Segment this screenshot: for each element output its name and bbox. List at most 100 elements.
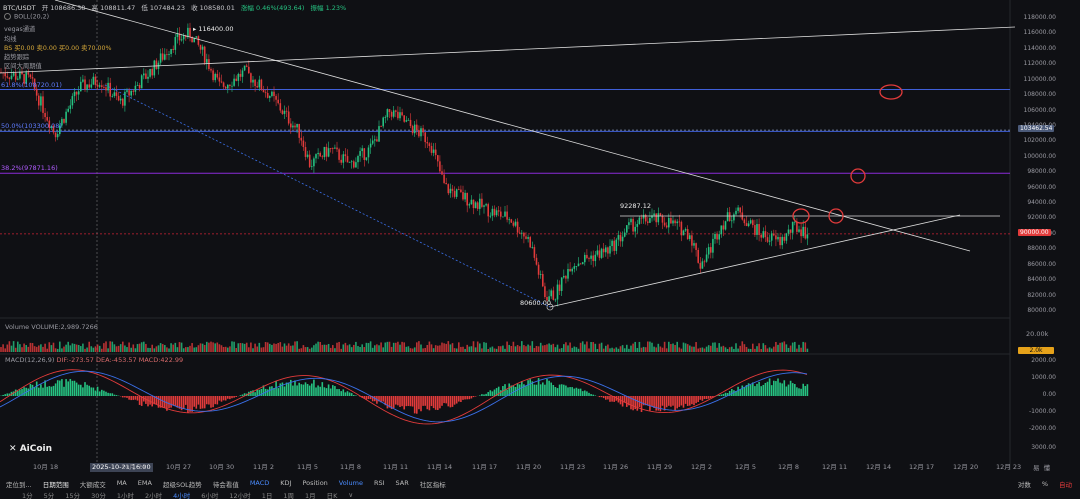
candle-body: [500, 211, 502, 217]
indicator-tab[interactable]: EMA: [137, 479, 152, 487]
indicator-tab[interactable]: Position: [302, 479, 328, 487]
indicator-trend[interactable]: 趋势跟踪: [4, 54, 30, 61]
log-toggle[interactable]: 对数: [1017, 481, 1031, 489]
macd-bar: [567, 387, 569, 396]
candle-body: [172, 48, 174, 50]
volume-bar: [189, 345, 191, 352]
macd-bar: [140, 396, 143, 406]
x-axis-tick: 12月 8: [778, 463, 799, 471]
indicator-tab[interactable]: MA: [116, 479, 127, 487]
volume-bar: [445, 343, 447, 352]
crosshair-price-tag: 103462.54: [1018, 125, 1055, 132]
candle-body: [773, 233, 775, 236]
macd-bar: [684, 396, 687, 404]
macd-bar: [577, 388, 580, 396]
x-axis-tick: 12月 11: [822, 463, 848, 471]
macd-bar: [35, 381, 38, 396]
candle-body: [691, 235, 693, 246]
macd-bar: [250, 390, 252, 396]
percent-toggle[interactable]: %: [1041, 480, 1048, 488]
macd-bar: [649, 396, 651, 411]
logo-icon: ✕: [9, 444, 17, 454]
indicator-boll[interactable]: BOLL(20,2): [4, 13, 49, 21]
candle-body: [367, 147, 370, 158]
indicator-tab[interactable]: 大额成交: [79, 481, 106, 489]
volume-bar: [172, 344, 174, 352]
macd-bar: [151, 396, 153, 407]
indicator-tab[interactable]: RSI: [373, 479, 385, 487]
candle-body: [386, 109, 389, 118]
indicator-range[interactable]: 区间大周期值: [4, 63, 42, 70]
volume-bar: [573, 346, 576, 352]
auto-toggle[interactable]: 自动: [1059, 481, 1072, 489]
period-button[interactable]: 1周: [283, 492, 294, 499]
period-button[interactable]: 5分: [43, 492, 55, 499]
macd-bar: [588, 392, 590, 396]
candle-body: [600, 248, 603, 258]
candle-body: [802, 226, 804, 237]
volume-bar: [367, 343, 370, 352]
period-button[interactable]: ∨: [348, 491, 354, 499]
date-range-button[interactable]: 日期范围: [42, 481, 69, 489]
indicator-vegas[interactable]: vegas通道: [4, 26, 36, 33]
volume-bar: [164, 345, 166, 352]
indicator-tab[interactable]: 待会看值: [212, 481, 239, 489]
candle-body: [804, 226, 807, 239]
axis-right-top[interactable]: 易 懂: [1033, 464, 1051, 472]
period-button[interactable]: 1月: [304, 492, 316, 499]
candle-body: [434, 149, 437, 156]
candle-body: [678, 221, 681, 223]
macd-bar: [550, 382, 552, 396]
indicator-tab[interactable]: 社区指标: [419, 481, 446, 489]
candle-body: [342, 154, 345, 163]
period-button[interactable]: 2小时: [144, 492, 163, 499]
candle-body: [735, 210, 737, 215]
indicator-tab[interactable]: 超级SOL趋势: [162, 481, 202, 489]
period-button[interactable]: 15分: [65, 492, 81, 499]
volume-bar: [623, 348, 626, 352]
indicator-tab[interactable]: Volume: [338, 479, 363, 487]
macd-bar: [804, 385, 807, 396]
candle-body: [453, 190, 456, 197]
volume-bar: [779, 342, 781, 352]
macd-bar: [46, 386, 48, 396]
volume-bar: [80, 346, 82, 352]
candle-body: [726, 212, 729, 222]
candle-body: [277, 99, 279, 104]
volume-bar: [12, 341, 15, 352]
y-axis-tick: 108000.00: [1023, 91, 1056, 99]
volume-bar: [565, 342, 567, 352]
x-axis-tick: 11月 11: [383, 463, 409, 471]
volume-bar: [508, 344, 510, 352]
macd-bar: [75, 382, 78, 396]
period-button[interactable]: 30分: [91, 492, 106, 499]
period-button[interactable]: 1分: [22, 492, 33, 499]
candle-body: [254, 79, 256, 87]
period-button[interactable]: 4小时: [173, 492, 191, 499]
candle-body: [430, 146, 433, 153]
candle-body: [733, 214, 735, 221]
volume-bar: [439, 345, 441, 352]
candle-body: [403, 115, 405, 122]
period-button[interactable]: 日K: [326, 492, 338, 499]
candle-body: [279, 103, 282, 111]
period-button[interactable]: 1小时: [116, 492, 134, 499]
volume-bar: [722, 345, 725, 352]
candle-body: [594, 254, 597, 262]
indicator-tab[interactable]: SAR: [395, 479, 409, 487]
indicator-bs[interactable]: BS 买0.00 卖0.00 买0.00 卖70.00%: [4, 45, 112, 52]
candle-body: [327, 148, 330, 157]
fib-382-label: 38.2%(97871.16): [1, 164, 58, 172]
indicator-ma[interactable]: 均线: [4, 36, 17, 43]
period-button[interactable]: 6小时: [201, 492, 219, 499]
macd-bar: [724, 392, 727, 396]
period-button[interactable]: 1日: [261, 492, 273, 499]
candle-body: [40, 96, 42, 106]
volume-bar: [796, 348, 798, 352]
volume-bar: [151, 344, 153, 352]
locate-button[interactable]: 定位到...: [6, 481, 32, 489]
indicator-tab[interactable]: KDJ: [280, 479, 292, 487]
period-button[interactable]: 12小时: [229, 492, 251, 499]
indicator-tab[interactable]: MACD: [249, 479, 270, 487]
